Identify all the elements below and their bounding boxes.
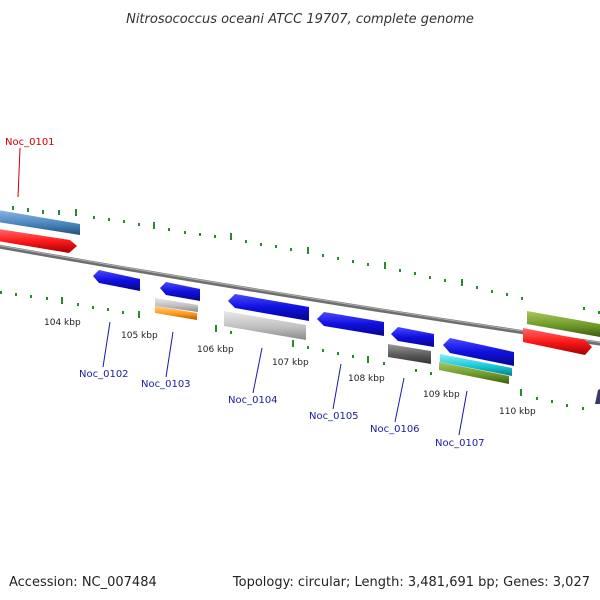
feature-gray[interactable] — [224, 311, 306, 340]
cds-noc-0102[interactable] — [93, 270, 140, 291]
feature-steelblue[interactable] — [0, 210, 80, 235]
cds-noc-0104[interactable] — [228, 294, 309, 321]
cds-noc-0105[interactable] — [317, 312, 384, 336]
topology-text: Topology: circular; Length: 3,481,691 bp… — [232, 575, 590, 590]
leader-line — [332, 363, 342, 410]
tick-label: 106 kbp — [197, 345, 234, 355]
feature-olive[interactable] — [527, 311, 600, 337]
inner-tick-ruler — [0, 291, 584, 410]
tick-label: 110 kbp — [499, 407, 536, 417]
gene-label-noc-0102[interactable]: Noc_0102 — [79, 369, 129, 380]
feature-partial[interactable] — [595, 389, 600, 404]
feature-orange[interactable] — [155, 306, 197, 320]
genome-backbone — [0, 244, 600, 346]
feature-olive[interactable] — [439, 362, 509, 384]
gene-label-noc-0103[interactable]: Noc_0103 — [141, 379, 191, 390]
map-title: Nitrosococcus oceani ATCC 19707, complet… — [126, 12, 474, 27]
leader-line — [165, 331, 174, 378]
leader-line — [458, 390, 468, 436]
accession-text: Accession: NC_007484 — [9, 575, 157, 590]
tick-label: 104 kbp — [44, 318, 81, 328]
gene-label-noc-0101[interactable]: Noc_0101 — [5, 137, 55, 148]
tick-label: 109 kbp — [423, 390, 460, 400]
feature-dark-gray[interactable] — [388, 344, 431, 364]
cds-noc-0107[interactable] — [443, 338, 514, 366]
tick-label: 108 kbp — [348, 374, 385, 384]
outer-tick-ruler — [12, 206, 600, 314]
leader-line — [102, 321, 111, 368]
feature-rna-red[interactable] — [0, 229, 77, 253]
gene-label-noc-0105[interactable]: Noc_0105 — [309, 411, 359, 422]
tick-label: 107 kbp — [272, 358, 309, 368]
gene-label-noc-0107[interactable]: Noc_0107 — [435, 438, 485, 449]
cds-noc-0106[interactable] — [391, 327, 434, 347]
leader-line — [17, 147, 21, 198]
gene-label-noc-0104[interactable]: Noc_0104 — [228, 395, 278, 406]
feature-cyan[interactable] — [440, 354, 512, 376]
tick-label: 105 kbp — [121, 331, 158, 341]
leader-line — [252, 347, 263, 394]
gene-label-noc-0106[interactable]: Noc_0106 — [370, 424, 420, 435]
feature-rna-red[interactable] — [523, 328, 592, 355]
cds-noc-0103[interactable] — [160, 282, 200, 301]
feature-gray[interactable] — [155, 298, 198, 312]
leader-line — [394, 377, 405, 423]
